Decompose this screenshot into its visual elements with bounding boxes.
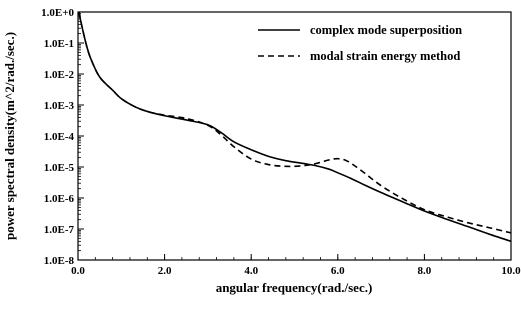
y-axis: 1.0E+0 1.0E-1 1.0E-2 1.0E-3 1.0E-4 1.0E-5 1.0E… xyxy=(41,7,84,267)
legend-label: complex mode superposition xyxy=(310,23,462,37)
y-tick-label: 1.0E-6 xyxy=(44,193,75,205)
x-tick-label: 4.0 xyxy=(244,265,258,277)
x-tick-label: 10.0 xyxy=(501,265,521,277)
legend: complex mode superposition modal strain e… xyxy=(258,23,462,63)
legend-label: modal strain energy method xyxy=(310,49,460,63)
series-line-complex-mode xyxy=(78,11,512,243)
series-line-modal-strain-energy xyxy=(78,11,512,234)
y-tick-label: 1.0E-7 xyxy=(44,224,75,236)
x-tick-label: 6.0 xyxy=(331,265,345,277)
x-tick-label: 8.0 xyxy=(418,265,432,277)
y-tick-label: 1.0E-2 xyxy=(44,69,75,81)
x-tick-label: 0.0 xyxy=(71,265,85,277)
y-tick-label: 1.0E-1 xyxy=(44,38,74,50)
y-tick-label: 1.0E-3 xyxy=(44,100,75,112)
y-tick-label: 1.0E-8 xyxy=(44,255,75,267)
series-layer xyxy=(78,11,512,243)
y-tick-label: 1.0E-4 xyxy=(44,131,75,143)
y-tick-label: 1.0E-5 xyxy=(44,162,75,174)
x-tick-label: 2.0 xyxy=(158,265,172,277)
x-axis-title: angular frequency(rad./sec.) xyxy=(216,280,373,295)
x-axis: 0.0 2.0 4.0 6.0 8.0 10.0 xyxy=(71,254,521,277)
y-tick-label: 1.0E+0 xyxy=(41,7,74,19)
y-axis-title: power spectral density(m^2/rad./sec.) xyxy=(2,32,17,240)
